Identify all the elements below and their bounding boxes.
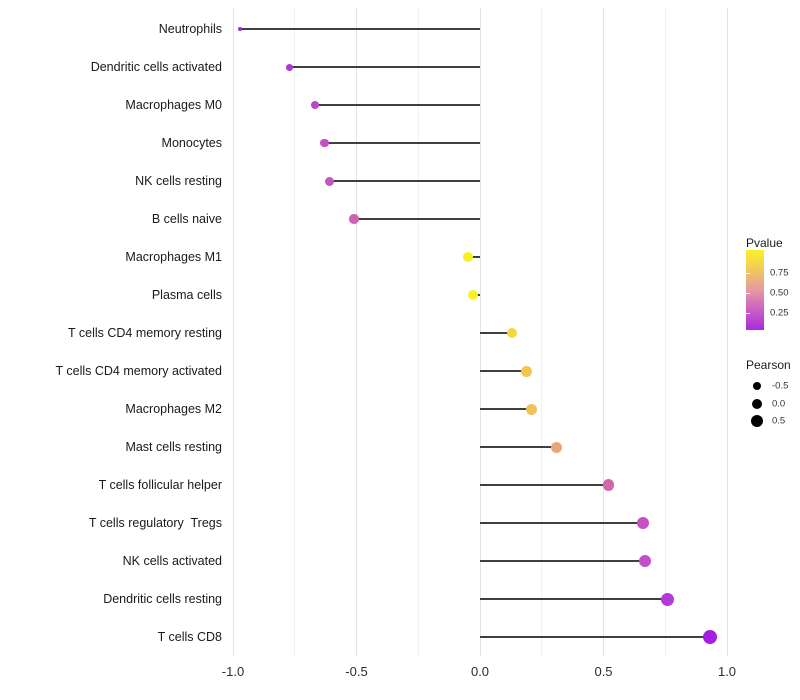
row-label: NK cells resting <box>135 174 222 188</box>
gridline-major <box>356 8 357 656</box>
row-label: Macrophages M1 <box>125 250 222 264</box>
x-tick-label: 0.5 <box>594 664 613 679</box>
row-label: Macrophages M0 <box>125 98 222 112</box>
x-tick-label: -0.5 <box>345 664 368 679</box>
lollipop-dot <box>310 101 319 109</box>
pvalue-bar-tick <box>746 313 750 314</box>
row-label: T cells CD4 memory resting <box>68 326 222 340</box>
lollipop-segment <box>480 446 557 448</box>
lollipop-segment <box>354 218 480 220</box>
lollipop-dot <box>462 252 473 262</box>
lollipop-dot <box>238 27 243 31</box>
lollipop-dot <box>286 63 294 71</box>
lollipop-dot <box>506 327 518 339</box>
pearson-legend-dot <box>752 399 762 409</box>
pvalue-tick-label: 0.25 <box>770 307 789 319</box>
row-label: T cells CD4 memory activated <box>55 364 223 378</box>
pearson-legend-title: Pearson <box>746 358 791 372</box>
row-label: Plasma cells <box>151 288 222 302</box>
gridline-major <box>603 8 604 656</box>
lollipop-dot <box>551 441 563 453</box>
row-label: Neutrophils <box>158 22 222 36</box>
lollipop-dot <box>637 517 650 529</box>
lollipop-segment <box>480 560 646 562</box>
pvalue-gradient-bar <box>746 250 764 330</box>
lollipop-segment <box>480 332 513 334</box>
lollipop-dot <box>526 403 538 415</box>
lollipop-segment <box>480 636 710 638</box>
row-label: B cells naive <box>151 212 222 226</box>
x-tick-label: -1.0 <box>221 664 245 679</box>
lollipop-segment <box>480 484 609 486</box>
pvalue-bar-tick <box>746 293 750 294</box>
lollipop-dot <box>639 555 652 567</box>
lollipop-segment <box>289 66 480 68</box>
pvalue-legend-title: Pvalue <box>746 236 783 250</box>
x-tick-label: 1.0 <box>717 664 737 679</box>
lollipop-segment <box>324 142 480 144</box>
lollipop-segment <box>480 522 644 524</box>
row-label: T cells regulatory Tregs <box>88 516 222 530</box>
lollipop-segment <box>314 104 480 106</box>
row-label: T cells CD8 <box>157 630 222 644</box>
lollipop-segment <box>480 408 532 410</box>
row-label: Dendritic cells resting <box>103 592 222 606</box>
lollipop-dot <box>349 214 359 224</box>
gridline-major <box>726 8 728 656</box>
gridline-major <box>232 8 234 656</box>
lollipop-dot <box>324 176 334 186</box>
pvalue-tick-label: 0.50 <box>770 287 789 299</box>
pearson-legend-label: 0.5 <box>772 415 786 427</box>
lollipop-dot <box>661 592 675 606</box>
row-label: Macrophages M2 <box>125 402 222 416</box>
pearson-legend-dot <box>751 415 763 427</box>
gridline-minor <box>664 8 666 656</box>
lollipop-segment <box>480 370 527 372</box>
row-label: T cells follicular helper <box>98 478 222 492</box>
pearson-legend-dot <box>753 382 761 390</box>
lollipop-dot <box>320 138 329 148</box>
pearson-legend-label: -0.5 <box>772 380 789 392</box>
lollipop-dot <box>602 479 615 491</box>
lollipop-segment <box>480 598 668 600</box>
row-label: Dendritic cells activated <box>90 60 222 74</box>
lollipop-dot <box>467 290 478 300</box>
pvalue-bar-tick <box>746 273 750 274</box>
pearson-legend-label: 0.0 <box>772 398 786 410</box>
lollipop-segment <box>240 28 480 30</box>
gridline-minor <box>294 8 296 656</box>
lollipop-segment <box>467 256 480 258</box>
lollipop-dot <box>702 630 717 644</box>
row-label: NK cells activated <box>122 554 222 568</box>
lollipop-dot <box>521 365 533 377</box>
lollipop-segment <box>329 180 480 182</box>
pvalue-tick-label: 0.75 <box>770 267 789 279</box>
x-tick-label: 0.0 <box>470 664 490 679</box>
gridline-minor <box>541 8 543 656</box>
gridline-minor <box>417 8 419 656</box>
row-label: Mast cells resting <box>125 440 222 454</box>
row-label: Monocytes <box>161 136 222 150</box>
